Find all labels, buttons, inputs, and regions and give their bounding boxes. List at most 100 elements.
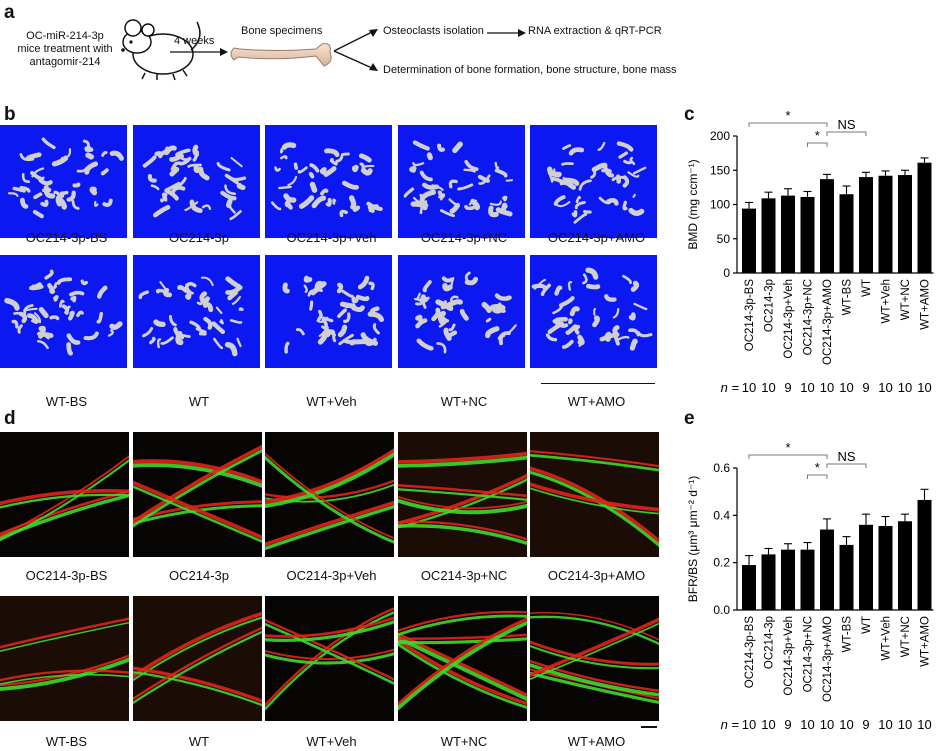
ct-caption-wt-veh: WT+Veh: [306, 394, 357, 409]
chart-c-bmd: 0 50 100 150 200 BMD (mg ccm⁻¹) OC214-3p-BS 10 O…: [686, 108, 934, 395]
x-tick-label-oc214-3p-nc: OC214-3p+NC: [803, 279, 815, 355]
bar-wt-veh: [878, 525, 893, 610]
fluorescence-image-wt-amo: [530, 596, 659, 721]
n-value-oc214-3p: 10: [761, 717, 775, 732]
y-axis-label: BFR/BS (μm³ μm⁻² d⁻¹): [686, 476, 700, 603]
n-label: n =: [721, 380, 740, 395]
n-value-wt-bs: 10: [839, 380, 853, 395]
ct-image-oc214-3p-veh: [265, 125, 392, 238]
fl-caption-wt: WT: [188, 734, 210, 749]
bar-oc214-3p-nc: [800, 196, 815, 273]
significance-bs-vs-amo-label: *: [785, 108, 790, 123]
n-value-wt-amo: 10: [917, 380, 931, 395]
n-value-oc214-3p-bs: 10: [742, 717, 756, 732]
bar-oc214-3p-veh: [781, 549, 795, 610]
specimens-label: Bone specimens: [241, 25, 323, 37]
n-value-oc214-3p-amo: 10: [820, 717, 834, 732]
fl-caption-wt-amo: WT+AMO: [567, 734, 626, 749]
y-tick-label: 0.6: [713, 461, 730, 475]
fluorescence-image-wt-veh: [265, 596, 394, 721]
panel-label-c: c: [684, 104, 695, 125]
ct-image-wt-bs: [0, 255, 127, 368]
fl-caption-oc214-3p: OC214-3p: [169, 568, 229, 583]
ct-caption-oc214-3p-amo: OC214-3p+AMO: [547, 230, 646, 245]
bar-oc214-3p-amo: [820, 179, 834, 273]
significance-bs-vs-amo-label: *: [785, 440, 790, 455]
n-value-oc214-3p: 10: [761, 380, 775, 395]
x-tick-label-oc214-3p-amo: OC214-3p+AMO: [822, 279, 834, 365]
n-value-wt-veh: 10: [878, 717, 892, 732]
x-tick-label-wt-veh: WT+Veh: [881, 279, 893, 323]
fluorescence-image-oc214-3p-nc: [398, 432, 527, 557]
x-tick-label-wt-bs: WT-BS: [842, 279, 854, 316]
n-value-wt: 9: [862, 380, 869, 395]
n-value-oc214-3p-bs: 10: [742, 380, 756, 395]
x-tick-label-oc214-3p-bs: OC214-3p-BS: [744, 616, 756, 689]
x-tick-label-wt-veh: WT+Veh: [881, 616, 893, 660]
significance-bs-vs-amo-bracket: [748, 122, 828, 127]
x-tick-label-wt: WT: [861, 616, 873, 634]
n-value-oc214-3p-nc: 10: [800, 380, 814, 395]
bone-determination-label: Determination of bone formation, bone st…: [383, 64, 677, 76]
y-tick-label: 50: [717, 232, 731, 246]
n-value-oc214-3p-veh: 9: [784, 380, 791, 395]
ct-caption-wt-bs: WT-BS: [45, 394, 88, 409]
n-label: n =: [721, 717, 740, 732]
n-value-oc214-3p-veh: 9: [784, 717, 791, 732]
panel-label-e: e: [684, 408, 695, 429]
ct-image-oc214-3p-amo: [530, 125, 657, 238]
significance-nc-vs-amo-bracket: [807, 142, 828, 147]
significance-nc-vs-amo-bracket: [807, 474, 828, 479]
n-value-wt-veh: 10: [878, 380, 892, 395]
rna-extraction-label: RNA extraction & qRT-PCR: [528, 25, 662, 37]
panel-label-a: a: [4, 2, 15, 23]
x-tick-label-wt-amo: WT+AMO: [920, 616, 932, 667]
bar-wt-amo: [917, 162, 932, 273]
n-value-wt-bs: 10: [839, 717, 853, 732]
duration-label: 4 weeks: [174, 35, 215, 47]
bar-wt: [859, 177, 873, 273]
bone-icon: [230, 43, 332, 67]
bar-wt-nc: [898, 521, 912, 610]
y-tick-label: 0.4: [713, 508, 730, 522]
ct-caption-wt-amo: WT+AMO: [567, 394, 626, 409]
bar-wt-veh: [878, 175, 893, 273]
arrow-to-rna-icon: [487, 29, 526, 37]
treatment-line-3: antagomir-214: [29, 56, 101, 68]
fluorescence-image-wt-bs: [0, 596, 129, 721]
bar-wt-bs: [839, 544, 854, 610]
ct-image-oc214-3p: [133, 125, 260, 238]
x-tick-label-wt-nc: WT+NC: [900, 279, 912, 320]
y-tick-label: 0.0: [713, 603, 730, 617]
fl-caption-wt-nc: WT+NC: [440, 734, 488, 749]
significance-amo-vs-wt-bracket: [826, 463, 867, 468]
x-tick-label-wt: WT: [861, 279, 873, 297]
x-tick-label-oc214-3p: OC214-3p: [764, 279, 776, 332]
fl-scale-bar: [641, 726, 657, 728]
n-value-oc214-3p-nc: 10: [800, 717, 814, 732]
x-tick-label-oc214-3p: OC214-3p: [764, 616, 776, 669]
ct-image-oc214-3p-nc: [398, 125, 525, 238]
fluorescence-image-oc214-3p-veh: [265, 432, 394, 557]
bar-oc214-3p-nc: [800, 549, 815, 610]
y-axis-label: BMD (mg ccm⁻¹): [686, 159, 700, 249]
panel-label-b: b: [4, 104, 16, 125]
fl-caption-wt-veh: WT+Veh: [306, 734, 357, 749]
significance-nc-vs-amo-label: *: [815, 128, 820, 143]
ct-scale-bar: [541, 383, 655, 385]
osteoclast-isolation-label: Osteoclasts isolation: [383, 25, 484, 37]
mouse-icon: [121, 19, 201, 81]
x-tick-label-oc214-3p-amo: OC214-3p+AMO: [822, 616, 834, 702]
n-value-wt: 9: [862, 717, 869, 732]
x-tick-label-oc214-3p-bs: OC214-3p-BS: [744, 279, 756, 352]
fl-caption-oc214-3p-amo: OC214-3p+AMO: [547, 568, 646, 583]
ct-image-wt-amo: [530, 255, 657, 368]
x-tick-label-oc214-3p-veh: OC214-3p+Veh: [783, 616, 795, 696]
y-tick-label: 100: [710, 198, 730, 212]
fl-caption-oc214-3p-veh: OC214-3p+Veh: [286, 568, 377, 583]
bar-wt-amo: [917, 499, 932, 610]
fluorescence-image-wt-nc: [398, 596, 527, 721]
bar-oc214-3p: [761, 554, 776, 610]
ct-image-wt: [133, 255, 260, 368]
fluorescence-image-oc214-3p: [133, 432, 262, 557]
